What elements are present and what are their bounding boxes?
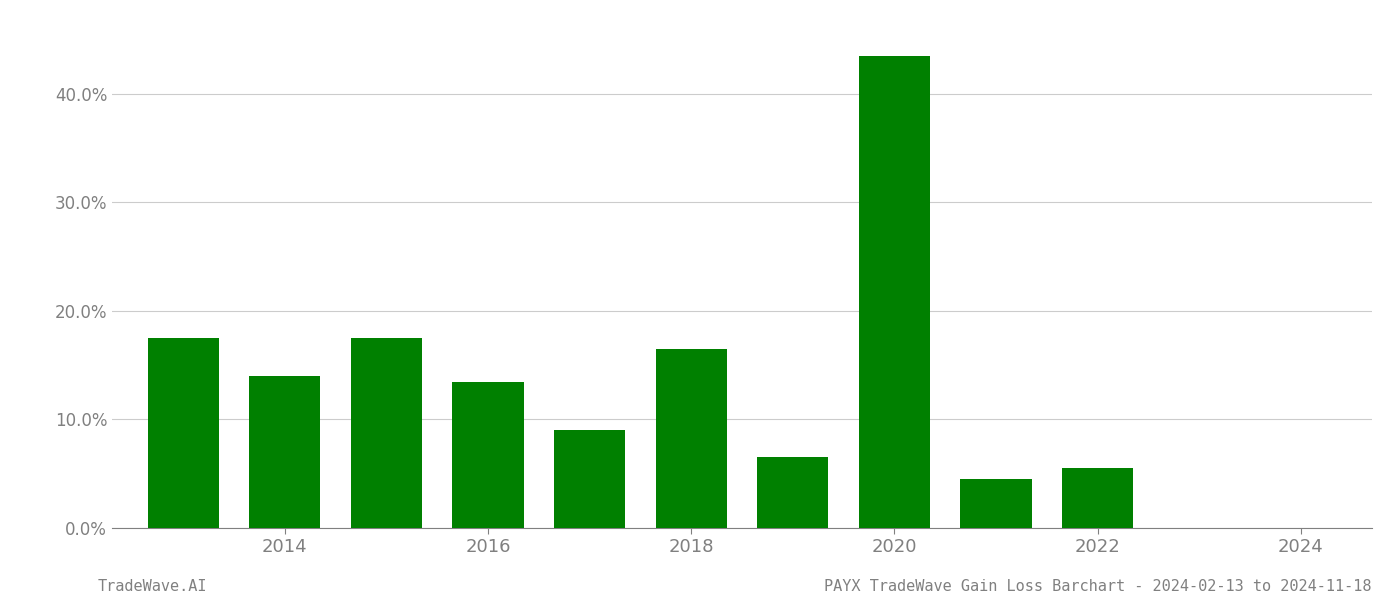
Bar bbox=[858, 56, 930, 528]
Text: TradeWave.AI: TradeWave.AI bbox=[98, 579, 207, 594]
Bar bbox=[1063, 469, 1133, 528]
Bar bbox=[655, 349, 727, 528]
Bar bbox=[452, 382, 524, 528]
Bar bbox=[351, 338, 421, 528]
Text: PAYX TradeWave Gain Loss Barchart - 2024-02-13 to 2024-11-18: PAYX TradeWave Gain Loss Barchart - 2024… bbox=[825, 579, 1372, 594]
Bar bbox=[249, 376, 321, 528]
Bar bbox=[960, 479, 1032, 528]
Bar bbox=[554, 430, 626, 528]
Bar bbox=[757, 457, 829, 528]
Bar bbox=[147, 338, 218, 528]
